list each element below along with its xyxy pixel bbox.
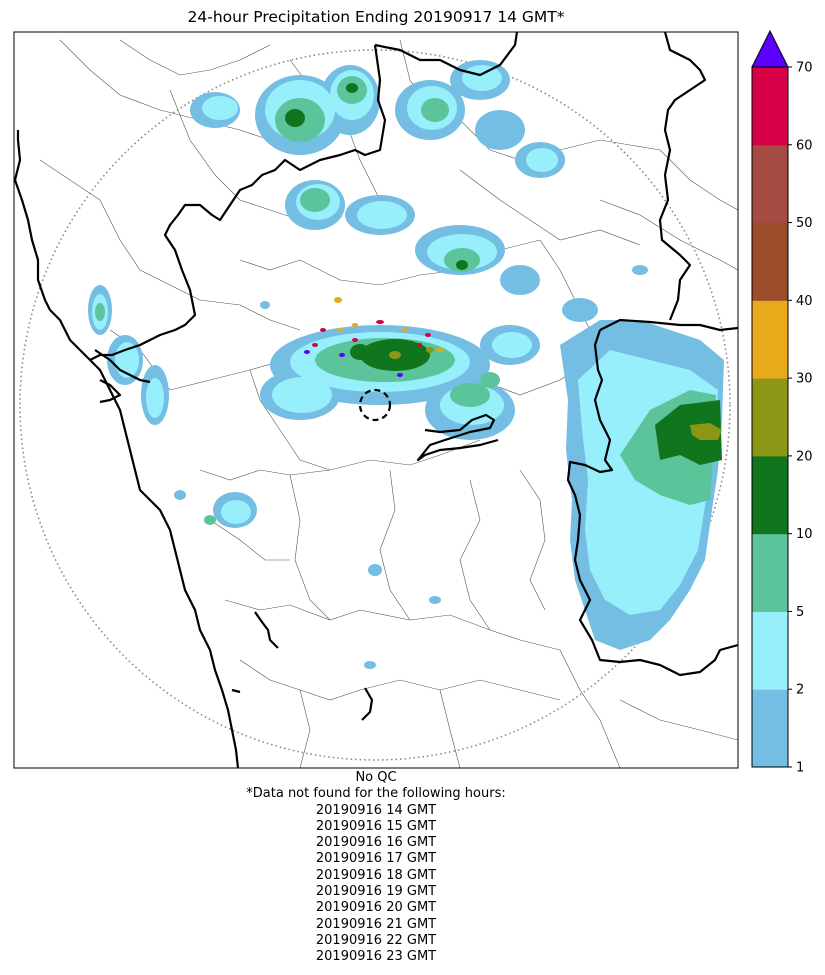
colorbar-segment [752, 222, 788, 301]
colorbar-segment [752, 533, 788, 612]
colorbar-segment [752, 67, 788, 146]
colorbar-segment [752, 144, 788, 224]
colorbar-extend-triangle [751, 29, 789, 68]
radar-range-circle [19, 49, 731, 761]
missing-hour-item: 20190916 20 GMT [315, 900, 437, 916]
colorbar-segment [752, 378, 788, 457]
missing-hour-item: 20190916 21 GMT [315, 916, 437, 932]
missing-data-header: *Data not found for the following hours: [246, 786, 506, 802]
precip-high-cells [304, 297, 444, 377]
colorbar-segment [752, 689, 788, 768]
map-title: 24-hour Precipitation Ending 20190917 14… [187, 8, 565, 26]
colorbar-tick-label: 60 [796, 138, 813, 153]
missing-hour-item: 20190916 22 GMT [315, 932, 437, 948]
precip-10-20 [285, 83, 722, 465]
colorbar-tick-label: 40 [796, 294, 813, 309]
footer-notes: No QC *Data not found for the following … [14, 770, 738, 966]
colorbar-tick-label: 2 [796, 683, 804, 698]
colorbar-tick-label: 70 [796, 61, 813, 76]
colorbar-segment [752, 455, 788, 535]
missing-hour-item: 20190916 14 GMT [315, 802, 437, 818]
colorbar-tick-label: 20 [796, 449, 813, 464]
colorbar-segment [752, 300, 788, 379]
map-frame [13, 31, 739, 769]
state-boundaries [14, 32, 738, 768]
colorbar-tick-label: 30 [796, 372, 813, 387]
radar-site-marker [358, 388, 392, 422]
colorbar-tick-label: 5 [796, 605, 804, 620]
missing-hour-item: 20190916 16 GMT [315, 835, 437, 851]
colorbar-segment [752, 611, 788, 690]
missing-hour-item: 20190916 18 GMT [315, 867, 437, 883]
missing-hours-list: 20190916 14 GMT 20190916 15 GMT 20190916 1… [14, 803, 738, 966]
precip-20-30 [389, 347, 722, 440]
colorbar-tick-label: 1 [796, 761, 804, 776]
missing-hour-item: 20190916 23 GMT [315, 949, 437, 965]
colorbar-tick-label: 50 [796, 216, 813, 231]
missing-hour-item: 20190916 15 GMT [315, 818, 437, 834]
colorbar-tick-label: 10 [796, 527, 813, 542]
missing-hour-item: 20190916 17 GMT [315, 851, 437, 867]
missing-hour-item: 20190916 19 GMT [315, 884, 437, 900]
colorbar: 1 2 5 10 20 30 40 50 60 70 [751, 29, 813, 776]
qc-note: No QC [355, 770, 397, 785]
colorbar-outline [751, 66, 789, 768]
